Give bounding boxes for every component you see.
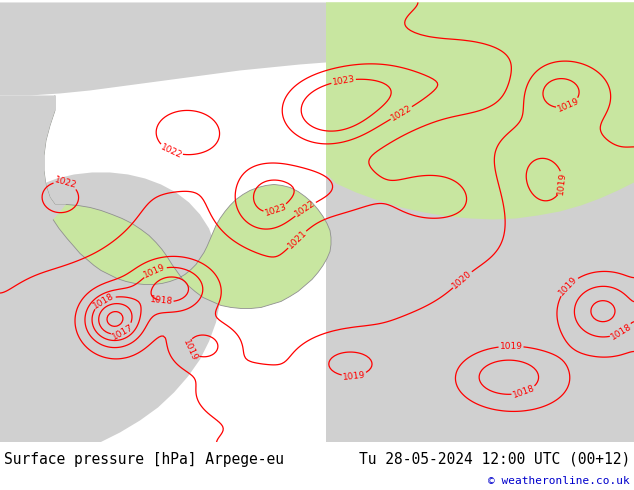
Text: 1018: 1018 <box>149 295 173 306</box>
Text: © weatheronline.co.uk: © weatheronline.co.uk <box>488 476 630 486</box>
Text: 1018: 1018 <box>609 321 633 342</box>
Polygon shape <box>0 172 221 442</box>
Text: 1019: 1019 <box>342 370 366 382</box>
Text: 1018: 1018 <box>92 291 116 311</box>
Text: 1022: 1022 <box>53 175 78 190</box>
Text: 1023: 1023 <box>263 202 288 218</box>
Polygon shape <box>326 2 634 220</box>
Text: 1021: 1021 <box>286 228 309 251</box>
Text: 1022: 1022 <box>389 103 413 122</box>
Text: 1023: 1023 <box>332 74 356 87</box>
Text: Surface pressure [hPa] Arpege-eu: Surface pressure [hPa] Arpege-eu <box>4 452 284 467</box>
Text: 1017: 1017 <box>111 322 135 342</box>
Text: 1022: 1022 <box>294 199 317 219</box>
Text: 1019: 1019 <box>557 274 579 297</box>
Text: 1019: 1019 <box>556 97 581 114</box>
Text: 1019: 1019 <box>181 338 199 363</box>
Polygon shape <box>326 2 634 248</box>
Polygon shape <box>326 173 634 442</box>
Polygon shape <box>0 96 66 263</box>
Text: 1020: 1020 <box>451 269 474 291</box>
Polygon shape <box>36 96 331 309</box>
Text: 1019: 1019 <box>557 172 568 195</box>
Text: Tu 28-05-2024 12:00 UTC (00+12): Tu 28-05-2024 12:00 UTC (00+12) <box>359 452 630 467</box>
Text: 1022: 1022 <box>158 142 183 160</box>
Polygon shape <box>0 2 326 96</box>
Text: 1018: 1018 <box>512 384 536 400</box>
Text: 1019: 1019 <box>500 342 522 351</box>
Text: 1019: 1019 <box>143 262 167 280</box>
